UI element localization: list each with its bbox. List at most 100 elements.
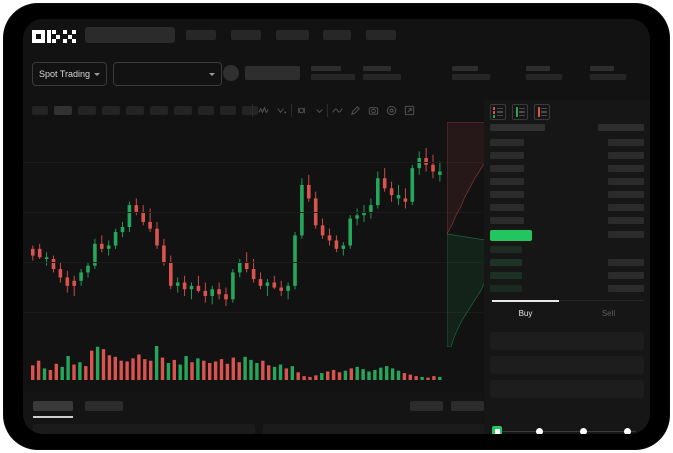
timeframe-15m[interactable]: [78, 106, 96, 115]
orderbook-bid-amount: [608, 272, 644, 279]
orderbook-ask-row[interactable]: [490, 165, 524, 172]
stat-low: [526, 66, 562, 80]
pair-name: [245, 66, 300, 80]
orderbook-header-price: [490, 124, 545, 131]
stepper-track: [498, 430, 636, 432]
coin-avatar: [223, 65, 239, 81]
tab-order-history[interactable]: [85, 401, 123, 411]
orderbook-ask-row[interactable]: [490, 217, 524, 224]
nav-item-1[interactable]: [186, 30, 216, 40]
timeframe-1d[interactable]: [174, 106, 192, 115]
orderbook-layout-bids-icon[interactable]: [512, 104, 528, 120]
top-header: [23, 19, 650, 52]
chevron-down-icon[interactable]: [313, 104, 326, 117]
tab-sell[interactable]: Sell: [567, 300, 650, 326]
nav-item-3[interactable]: [276, 30, 309, 40]
tab-buy-label: Buy: [518, 308, 533, 318]
orderbook-bid-amount: [608, 285, 644, 292]
orderbook-ask-row[interactable]: [490, 152, 524, 159]
orderbook-layout-asks-icon[interactable]: [534, 104, 550, 120]
orderbook-bid-row[interactable]: [490, 285, 522, 292]
bottom-panel: [23, 392, 485, 434]
pair-selector[interactable]: [113, 62, 222, 86]
ticker-bar: Spot Trading: [23, 52, 650, 100]
orderbook-ask-amount: [608, 139, 644, 146]
tab-buy[interactable]: Buy: [484, 300, 567, 326]
line-chart-icon[interactable]: [331, 104, 344, 117]
nav-item-5[interactable]: [366, 30, 396, 40]
toolbar-divider: [327, 104, 328, 117]
stat-price: [311, 66, 355, 80]
orderbook-ask-row[interactable]: [490, 178, 524, 185]
nav-item-4[interactable]: [323, 30, 351, 40]
order-panel: Buy Sell: [484, 100, 650, 434]
okx-logo-icon[interactable]: [32, 30, 76, 43]
indicator-icon[interactable]: [257, 104, 270, 117]
orderbook-ask-row[interactable]: [490, 204, 524, 211]
toolbar-divider: [252, 104, 253, 117]
orderbook-ask-amount: [608, 231, 644, 238]
orderbook-bid-row[interactable]: [490, 272, 522, 279]
active-tab-underline: [33, 416, 73, 418]
bottom-panel-right: [263, 424, 485, 434]
nav-item-2[interactable]: [231, 30, 261, 40]
compare-icon[interactable]: [275, 104, 288, 117]
template-icon[interactable]: [295, 104, 308, 117]
action-hide-other-pairs[interactable]: [410, 401, 443, 411]
total-field[interactable]: [490, 380, 644, 398]
timeframe-5m[interactable]: [54, 106, 72, 115]
stat-change: [363, 66, 401, 80]
device-frame: Spot Trading: [4, 4, 669, 449]
candles-svg: [31, 147, 442, 307]
stepper-step-3[interactable]: [580, 427, 587, 434]
orderbook-bid-row[interactable]: [490, 259, 522, 266]
stat-high: [452, 66, 490, 80]
orderbook-layout-both-icon[interactable]: [490, 104, 506, 120]
chevron-down-icon: [209, 72, 215, 76]
timeframe-more[interactable]: [242, 106, 258, 115]
action-cancel-all[interactable]: [451, 401, 484, 411]
orderbook-ask-amount: [608, 178, 644, 185]
timeframe-1m[interactable]: [32, 106, 48, 115]
fullscreen-icon[interactable]: [403, 104, 416, 117]
bottom-panel-left: [33, 424, 255, 434]
screen: Spot Trading: [23, 19, 650, 434]
pencil-icon[interactable]: [349, 104, 362, 117]
orderbook-ask-amount: [608, 217, 644, 224]
orderbook-layout-toggles: [490, 104, 550, 120]
orderbook-ask-amount: [608, 204, 644, 211]
tab-open-orders[interactable]: [33, 401, 73, 411]
stepper-step-2[interactable]: [536, 427, 543, 434]
orderbook-rows[interactable]: [484, 124, 650, 299]
orderbook-divider: [490, 300, 644, 301]
orderbook-ask-row[interactable]: [490, 191, 524, 198]
stepper-step-4[interactable]: [624, 427, 631, 434]
settings-icon[interactable]: [385, 104, 398, 117]
timeframe-4h[interactable]: [150, 106, 168, 115]
amount-field[interactable]: [490, 356, 644, 374]
stepper-step-1[interactable]: [492, 426, 502, 434]
candlestick-chart[interactable]: [23, 122, 483, 332]
orderbook-header-amount: [598, 124, 644, 131]
mode-selector-label: Spot Trading: [38, 69, 91, 79]
timeframe-1h[interactable]: [126, 106, 144, 115]
orderbook-last-price-row[interactable]: [490, 230, 532, 241]
timeframe-1mo[interactable]: [220, 106, 236, 115]
price-field[interactable]: [490, 332, 644, 350]
volume-bars-svg: [31, 346, 442, 380]
timeframe-1w[interactable]: [198, 106, 214, 115]
volume-chart: [23, 332, 483, 392]
stat-volume: [590, 66, 626, 80]
toolbar-divider: [291, 104, 292, 117]
camera-icon[interactable]: [367, 104, 380, 117]
chevron-down-icon: [94, 72, 101, 76]
timeframe-30m[interactable]: [102, 106, 120, 115]
orderbook-ask-amount: [608, 152, 644, 159]
orderbook-ask-row[interactable]: [490, 139, 524, 146]
buy-sell-tabs: Buy Sell: [484, 300, 650, 326]
amount-stepper[interactable]: [492, 425, 642, 434]
mode-selector[interactable]: Spot Trading: [32, 62, 107, 86]
tab-sell-label: Sell: [601, 308, 616, 318]
orderbook-bid-row[interactable]: [490, 246, 522, 253]
search-input[interactable]: [85, 27, 175, 43]
